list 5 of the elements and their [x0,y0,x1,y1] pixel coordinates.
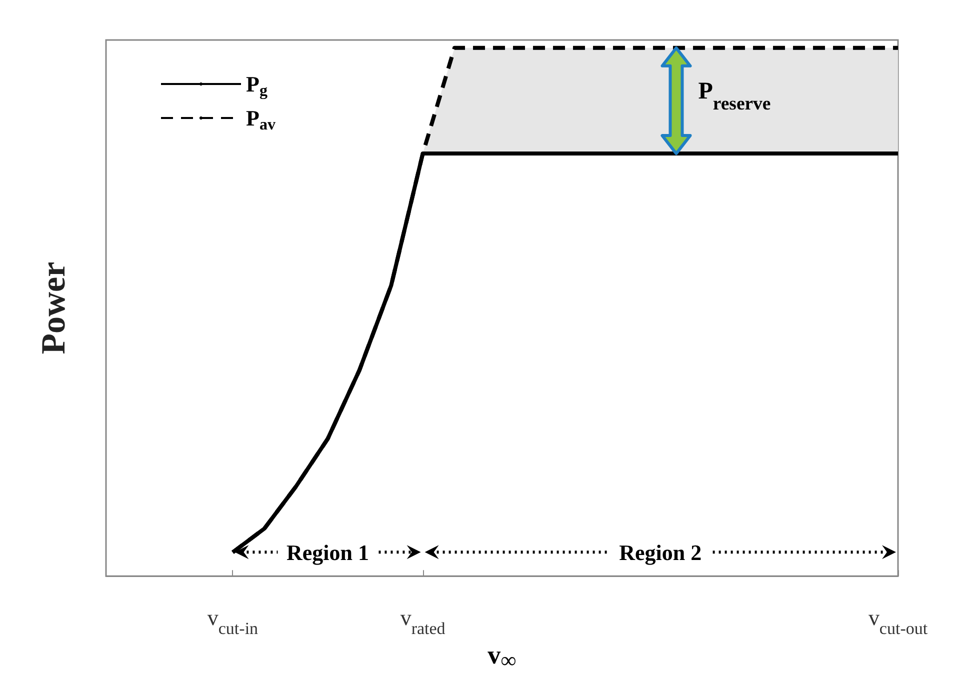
x-axis-title: v∞ [488,640,516,672]
annotation: P$_{reserve}$ [698,78,771,114]
annotation: Region 2 [619,540,702,566]
y-axis-title: Power [36,262,72,354]
annotation: Region 1 [286,540,370,566]
